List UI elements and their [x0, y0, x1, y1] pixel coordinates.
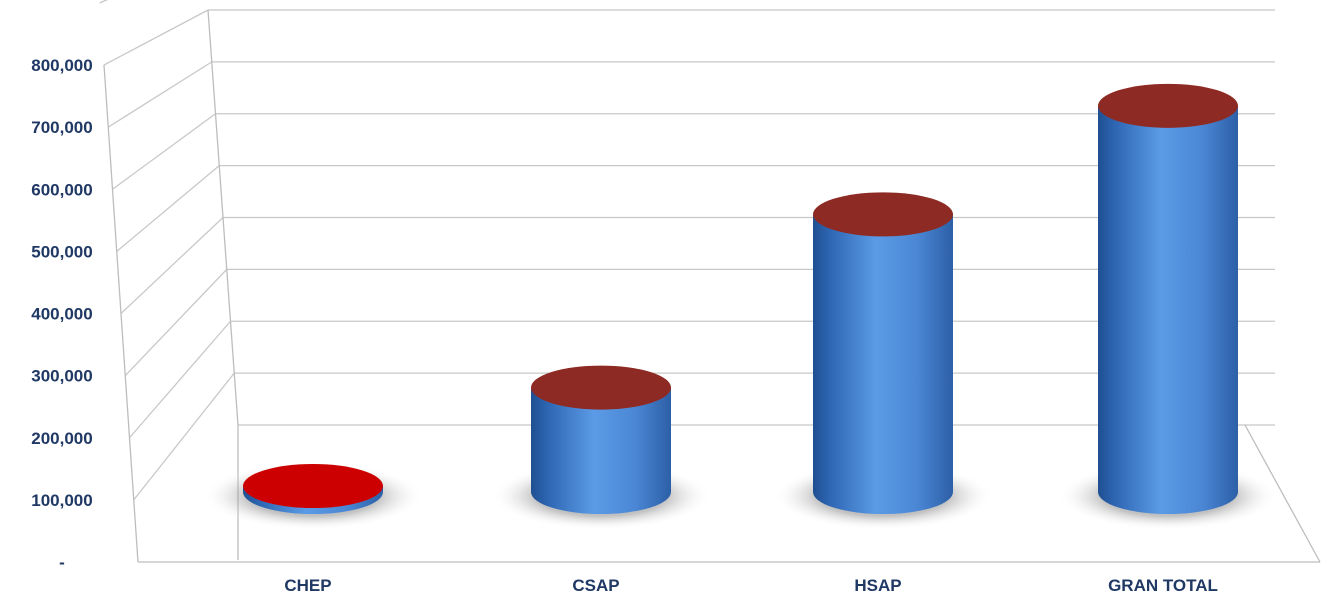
gridline-wall — [103, 9, 209, 66]
bar-csap — [491, 365, 711, 530]
bar-body — [531, 387, 671, 514]
bars — [203, 83, 1278, 530]
y-tick-label: 600,000 — [31, 180, 92, 199]
y-tick-label: 100,000 — [31, 491, 92, 510]
bar-hsap — [773, 192, 993, 530]
x-tick-label: CSAP — [572, 576, 619, 595]
gridline-wall — [112, 113, 216, 190]
bar-body — [1098, 105, 1238, 515]
bar-top — [243, 464, 383, 508]
gridline-wall — [120, 217, 224, 314]
wall-front-edge — [103, 64, 139, 563]
bar-top — [1098, 83, 1238, 128]
bar-top — [813, 192, 953, 237]
y-tick-label: 500,000 — [31, 242, 92, 261]
y-axis: - 100,000 200,000 300,000 400,000 500,000 600,… — [31, 56, 92, 572]
y-tick-label: - — [59, 553, 65, 572]
bar-top — [531, 365, 671, 410]
gridline-wall — [124, 268, 228, 377]
x-axis: CHEP CSAP HSAP GRAN TOTAL — [284, 576, 1218, 595]
x-tick-label: CHEP — [284, 576, 331, 595]
y-tick-label: 800,000 — [31, 56, 92, 75]
y-tick-label: 400,000 — [31, 305, 92, 324]
gridline-wall — [129, 320, 231, 439]
y-tick-label: 200,000 — [31, 429, 92, 448]
wall-back-edge — [207, 9, 239, 426]
y-tick-label: 700,000 — [31, 118, 92, 137]
y-tick-label: 300,000 — [31, 367, 92, 386]
bar-gran-total — [1058, 83, 1278, 530]
x-tick-label: GRAN TOTAL — [1108, 576, 1218, 595]
gridline-wall — [107, 61, 213, 128]
bar-body — [813, 214, 953, 514]
x-tick-label: HSAP — [854, 576, 901, 595]
bar-chep — [203, 462, 423, 530]
gridline-wall — [99, 0, 109, 4]
floor-right-edge — [1244, 424, 1321, 563]
gridline-wall — [116, 165, 220, 252]
gridline-wall — [133, 372, 235, 501]
